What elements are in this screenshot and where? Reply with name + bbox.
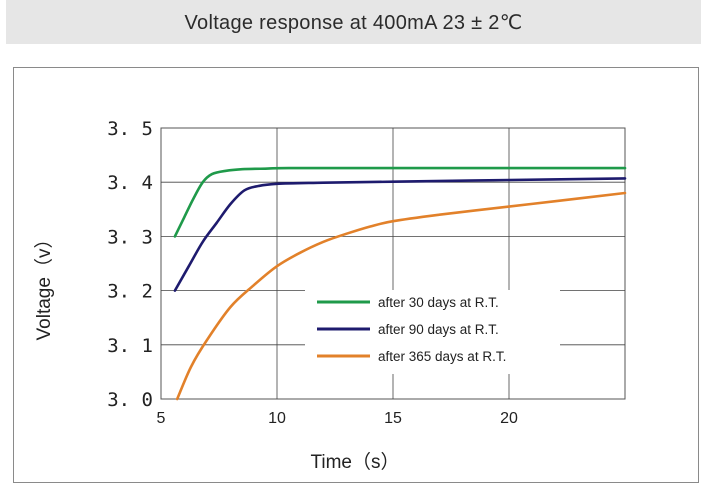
chart-title: Voltage response at 400mA 23 ± 2℃ [6, 0, 701, 44]
legend-label-90-days: after 90 days at R.T. [378, 322, 499, 337]
series-lines [173, 166, 627, 401]
y-axis-label: Voltage（v） [33, 230, 55, 341]
chart-frame [13, 67, 699, 483]
y-tick-label: 3. 4 [107, 172, 153, 194]
legend-label-30-days: after 30 days at R.T. [378, 295, 499, 310]
series-line-1 [173, 177, 627, 292]
y-tick-label: 3. 3 [107, 226, 153, 248]
x-tick-label: 10 [268, 410, 286, 427]
series-line-0 [173, 166, 627, 238]
x-tick-label: 5 [157, 410, 166, 427]
y-tick-label: 3. 5 [107, 118, 153, 140]
x-axis-label: Time（s） [310, 451, 399, 473]
legend-box [305, 290, 560, 374]
y-tick-label: 3. 1 [107, 335, 153, 357]
y-tick-labels: 3. 0 3. 1 3. 2 3. 3 3. 4 3. 5 [107, 118, 153, 411]
x-tick-labels: 5 10 15 20 [157, 410, 518, 427]
series-line-2 [175, 191, 627, 401]
legend-label-365-days: after 365 days at R.T. [378, 349, 506, 364]
x-tick-label: 15 [384, 410, 402, 427]
legend: after 30 days at R.T. after 90 days at R… [305, 290, 560, 374]
y-tick-label: 3. 0 [107, 389, 153, 411]
x-tick-label: 20 [500, 410, 518, 427]
y-tick-label: 3. 2 [107, 281, 153, 303]
